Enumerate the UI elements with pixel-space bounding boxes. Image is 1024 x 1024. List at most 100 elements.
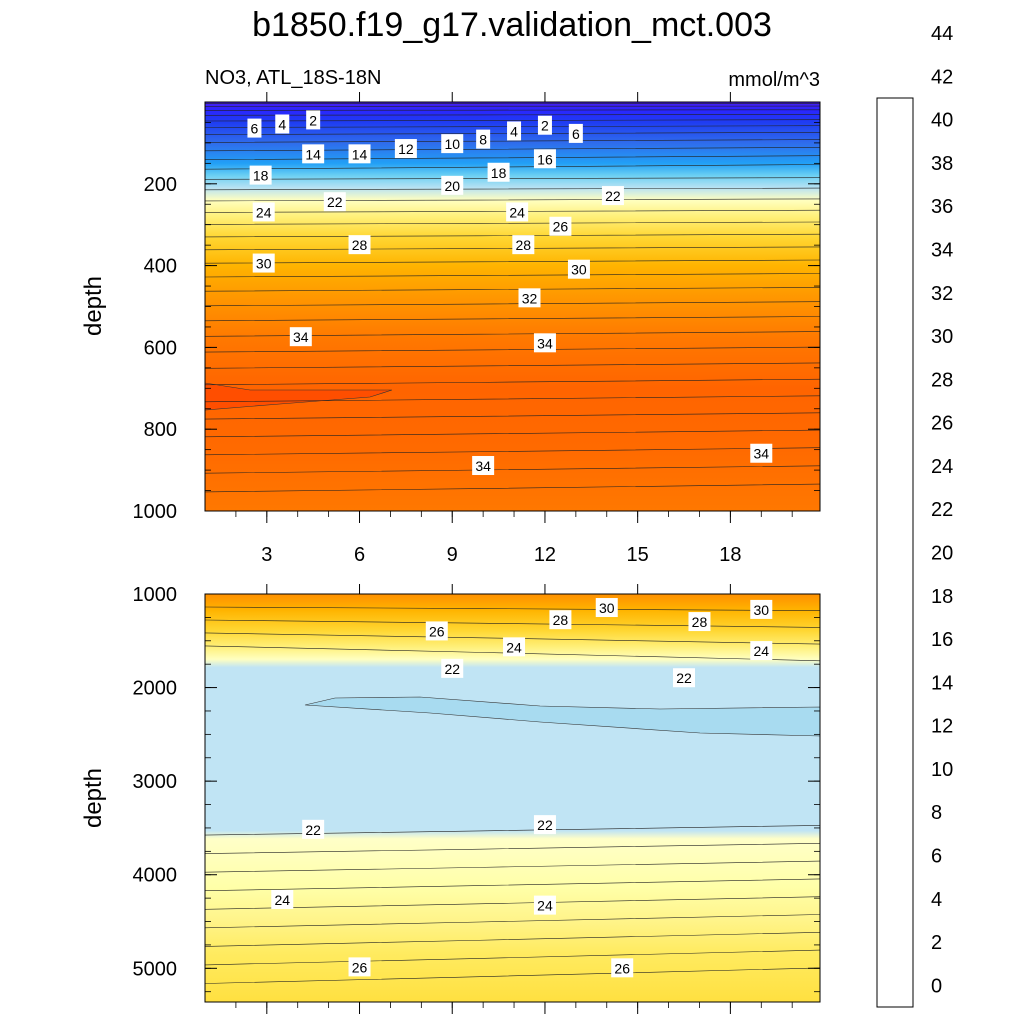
upper-contour-label: 22 xyxy=(601,186,624,206)
lower-plot-frame xyxy=(204,593,821,1003)
lower-contour-label-box xyxy=(425,621,448,641)
lower-contour-label-box xyxy=(611,958,634,978)
upper-contour-label-text: 22 xyxy=(327,194,343,210)
upper-contour-label: 34 xyxy=(533,333,556,353)
upper-contour-label-box xyxy=(568,123,583,143)
upper-contour-label: 14 xyxy=(348,144,371,164)
upper-contour-label: 12 xyxy=(394,139,417,159)
upper-contour-label-text: 4 xyxy=(510,123,518,139)
lower-contour-label-box xyxy=(595,598,618,618)
upper-contour-label-box xyxy=(441,175,464,195)
upper-contour-label-text: 6 xyxy=(572,126,580,142)
lower-contour-label: 22 xyxy=(673,668,696,688)
colorbar-tick-label: 38 xyxy=(931,153,953,175)
upper-contour-label-box xyxy=(348,144,371,164)
upper-contour-label: 34 xyxy=(750,443,773,463)
colorbar-tick-label: 24 xyxy=(931,456,953,478)
colorbar-tick-label: 4 xyxy=(931,889,942,911)
upper-contour-label-box xyxy=(533,333,556,353)
upper-contour-label-box xyxy=(512,235,535,255)
upper-contour-label-text: 16 xyxy=(537,151,553,167)
upper-contour-label: 20 xyxy=(441,175,464,195)
upper-contour-label-text: 18 xyxy=(491,165,507,181)
lower-contour-label-text: 26 xyxy=(352,959,368,975)
upper-contour-label-box xyxy=(476,129,491,149)
upper-contour-line xyxy=(204,139,821,143)
lower-contour-label-box xyxy=(549,610,572,630)
upper-contour-label: 16 xyxy=(533,149,556,169)
upper-contour-line xyxy=(204,447,821,456)
upper-x-tick-label: 9 xyxy=(447,544,458,566)
upper-contour-line xyxy=(204,465,821,474)
lower-contour-label-text: 30 xyxy=(753,602,769,618)
upper-contour-label: 26 xyxy=(549,216,572,236)
upper-contour-label-text: 20 xyxy=(444,178,460,194)
upper-contour-label-text: 28 xyxy=(352,237,368,253)
colorbar-tick-label: 30 xyxy=(931,326,953,348)
lower-contour-label-box xyxy=(348,957,371,977)
upper-contour-label: 34 xyxy=(472,456,495,476)
upper-contour-label-text: 34 xyxy=(537,335,553,351)
lower-contour-label-box xyxy=(302,819,325,839)
lower-contour-label: 22 xyxy=(441,658,464,678)
upper-contour-line xyxy=(204,164,821,170)
lower-contour-label-box xyxy=(503,637,526,657)
lower-contour-label-text: 26 xyxy=(429,623,445,639)
field-label: NO3, ATL_18S-18N xyxy=(205,67,381,89)
lower-y-axis: 1000 2000 3000 4000 5000 xyxy=(133,584,820,993)
upper-y-tick-label: 600 xyxy=(144,337,177,359)
lower-contour-line xyxy=(204,619,821,628)
upper-contour-label-box xyxy=(537,115,552,135)
upper-contour-label: 24 xyxy=(252,202,275,222)
lower-contour-label-box xyxy=(688,612,711,632)
lower-contour-label-text: 24 xyxy=(506,639,522,655)
upper-contour-line xyxy=(204,346,821,353)
lower-contour-label-text: 22 xyxy=(444,661,460,677)
upper-contour-label-text: 6 xyxy=(251,121,259,137)
upper-contour-label-box xyxy=(275,114,290,134)
colorbar-tick-label: 28 xyxy=(931,369,953,391)
lower-panel: 1000 2000 3000 4000 5000 30 30 28 28 26 24 24 22 22 2… xyxy=(80,584,821,1014)
upper-contour-lines xyxy=(204,103,821,493)
upper-contour-label-text: 2 xyxy=(541,118,549,134)
lower-x-axis xyxy=(235,584,793,1014)
upper-contour-line xyxy=(204,259,821,264)
lower-contour-label-box xyxy=(441,658,464,678)
lower-contour-label: 24 xyxy=(533,895,556,915)
upper-contour-label-box xyxy=(441,134,464,154)
colorbar-tick-label: 32 xyxy=(931,283,953,305)
upper-contour-label: 10 xyxy=(441,134,464,154)
upper-contour-label-box xyxy=(472,456,495,476)
lower-contour-line xyxy=(204,606,821,611)
upper-panel: 200 400 600 800 1000 3 6 9 12 15 18 6 4 2 14 14 12 10 8 4… xyxy=(80,92,821,566)
lower-contour-label-text: 22 xyxy=(305,822,321,838)
upper-contour-label-text: 24 xyxy=(256,204,272,220)
colorbar-frame xyxy=(876,97,914,1008)
lower-contour-label-text: 24 xyxy=(753,643,769,659)
lower-contour-label: 24 xyxy=(271,890,294,909)
colorbar-tick-label: 22 xyxy=(931,499,953,521)
upper-contour-label-text: 8 xyxy=(479,132,487,148)
lower-y-tick-label: 1000 xyxy=(133,584,178,606)
upper-contour-label-text: 30 xyxy=(571,262,587,278)
colorbar: 0246810121416182022242628303234363840424… xyxy=(876,23,953,1008)
upper-contour-label: 30 xyxy=(252,253,275,273)
upper-contour-line xyxy=(204,316,821,322)
upper-y-axis: 200 400 600 800 1000 xyxy=(133,101,820,523)
lower-contour-label: 22 xyxy=(533,815,556,835)
upper-y-tick-label: 800 xyxy=(144,419,177,441)
lower-contour-label-text: 24 xyxy=(537,898,553,914)
upper-contour-label-box xyxy=(289,327,312,347)
upper-contour-label-text: 10 xyxy=(444,136,460,152)
upper-x-tick-label: 6 xyxy=(354,544,365,566)
lower-contour-label: 26 xyxy=(611,958,634,978)
upper-contour-label: 6 xyxy=(247,118,262,138)
upper-contour-label: 28 xyxy=(348,235,371,255)
upper-contour-label: 4 xyxy=(507,121,522,141)
colorbar-tick-label: 6 xyxy=(931,846,942,868)
upper-contour-label-box xyxy=(323,192,346,212)
lower-y-tick-label: 4000 xyxy=(133,865,178,887)
upper-contour-line xyxy=(204,109,821,111)
lower-contour-label-box xyxy=(533,815,556,835)
